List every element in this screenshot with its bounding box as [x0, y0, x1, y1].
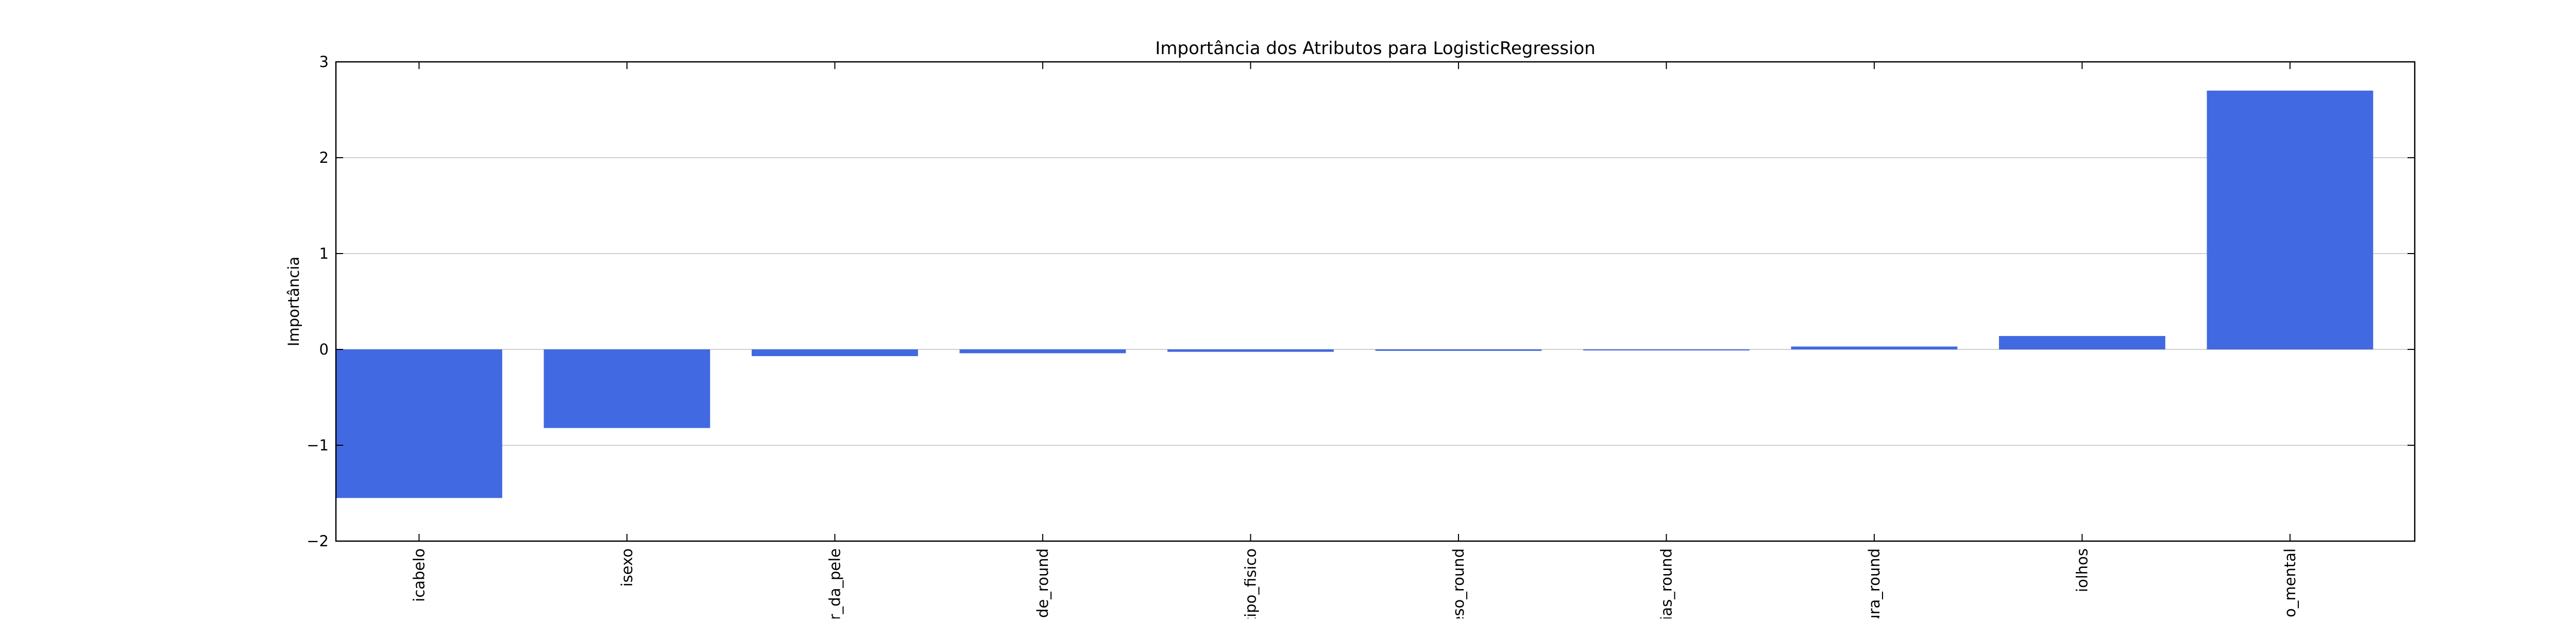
x-tick-label: ura_round: [1866, 548, 1883, 618]
y-tick-label: 3: [319, 53, 329, 71]
y-axis-label: Importância: [285, 257, 302, 346]
bar: [959, 349, 1126, 354]
bar: [1375, 349, 1542, 351]
y-tick-label: 0: [319, 341, 329, 358]
x-tick-label: de_round: [1034, 548, 1052, 618]
x-tick-label: o_mental: [2281, 548, 2299, 617]
y-tick-label: −2: [307, 532, 329, 550]
y-tick-label: 2: [319, 149, 329, 166]
bar: [336, 349, 502, 498]
bar: [1999, 335, 2165, 349]
bar: [752, 349, 918, 357]
bars: [336, 90, 2374, 498]
x-tick-label: icabelo: [410, 548, 428, 602]
bar: [1791, 346, 1958, 349]
bar: [1583, 349, 1750, 350]
bar: [1167, 349, 1334, 352]
x-tick-label: isexo: [618, 548, 636, 587]
y-axis-ticks: −2 −1 0 1 2 3: [307, 53, 2415, 550]
x-tick-label: tipo_fisico: [1242, 548, 1259, 618]
x-tick-label: ias_round: [1657, 548, 1675, 618]
y-tick-label: 1: [319, 245, 329, 262]
x-tick-label: iolhos: [2073, 548, 2091, 592]
plot-frame: [335, 61, 2416, 542]
chart-title: Importância dos Atributos para LogisticR…: [1155, 38, 1595, 59]
x-axis-ticks: icabelo isexo r_da_pele de_round tipo_fisico…: [410, 62, 2299, 621]
y-tick-label: −1: [307, 437, 329, 454]
bar: [544, 349, 710, 428]
bar: [2207, 90, 2374, 350]
x-tick-label: eso_round: [1450, 548, 1467, 618]
x-tick-label: r_da_pele: [826, 548, 843, 618]
